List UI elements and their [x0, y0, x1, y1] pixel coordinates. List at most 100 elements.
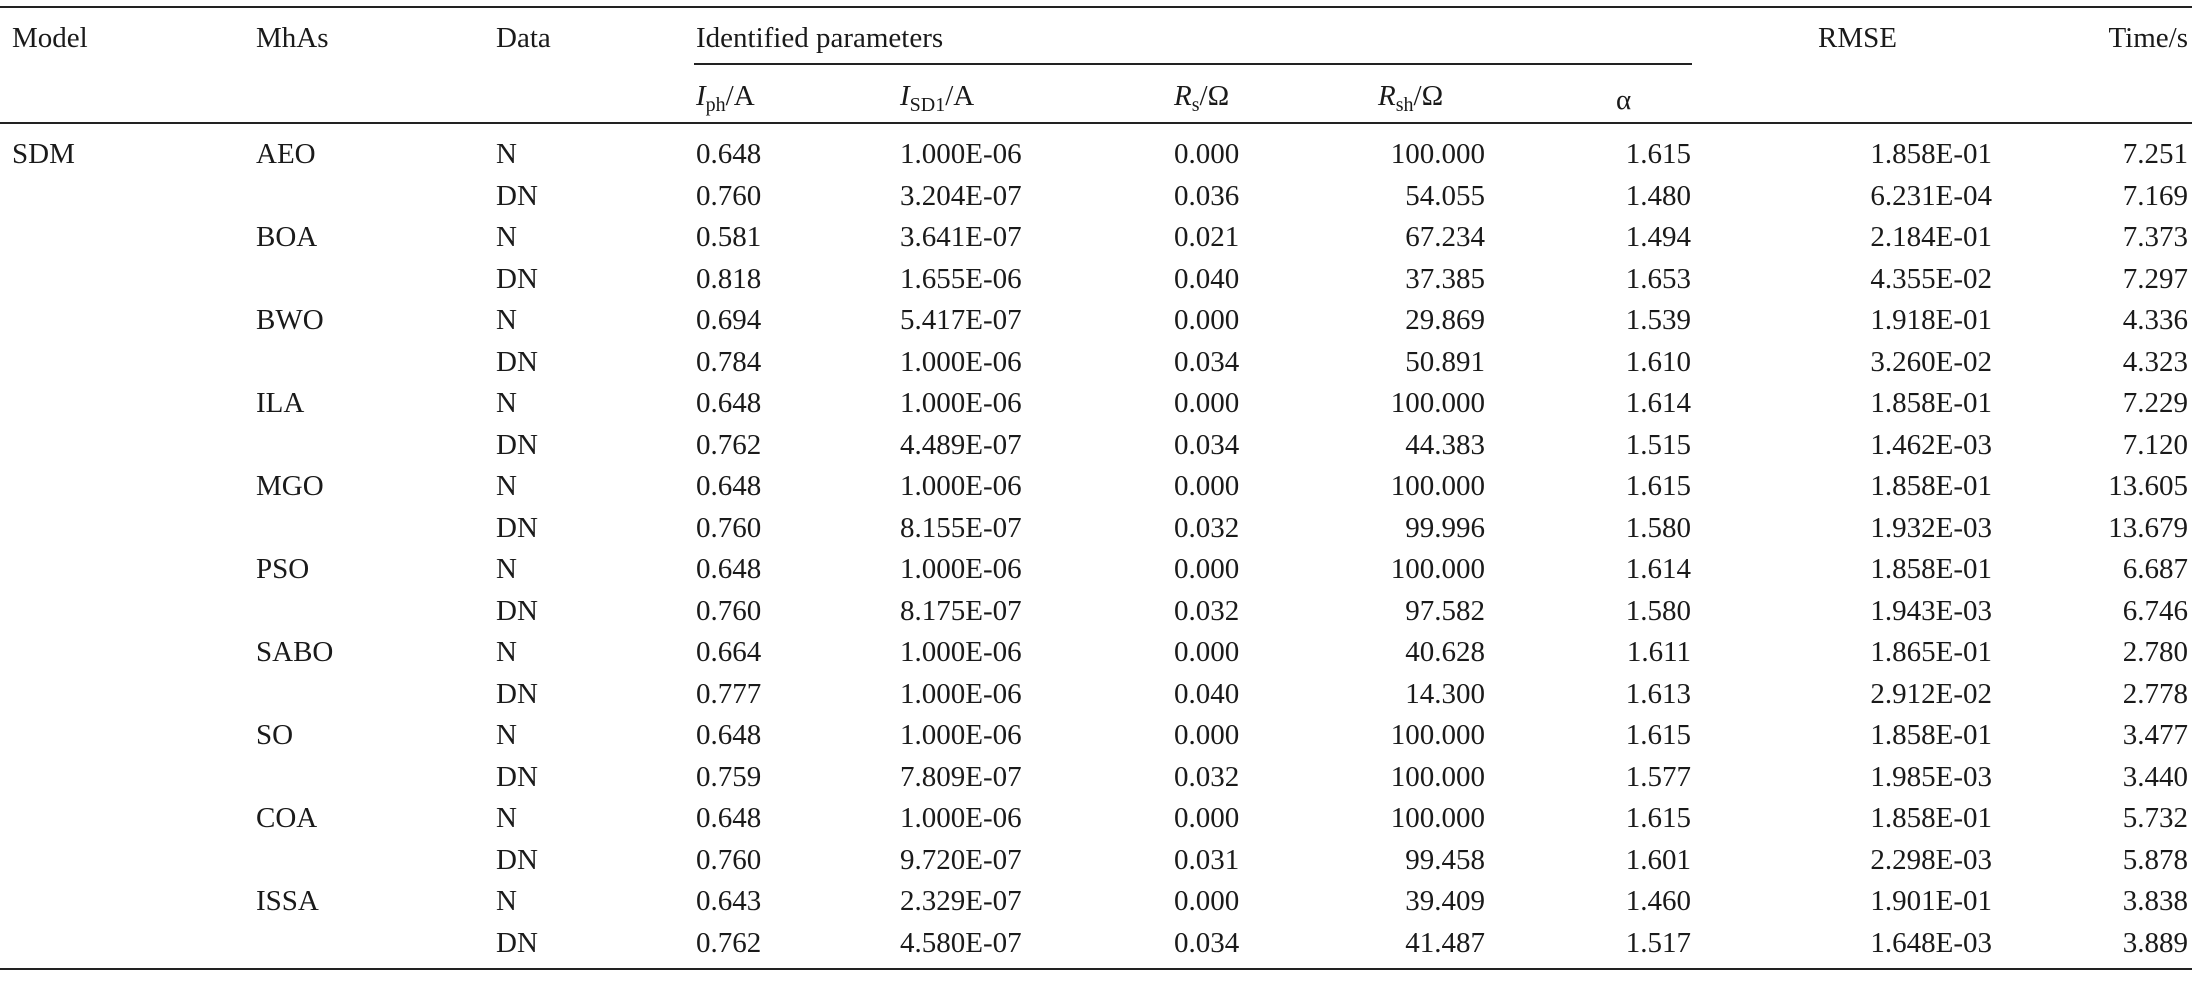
- table-row: DN 0.759 7.809E-07 0.032 100.000 1.577 1.985E-…: [0, 761, 2192, 802]
- cell-isd1: 1.000E-06: [900, 553, 1022, 585]
- cell-mhas: MGO: [256, 470, 324, 502]
- cell-rsh: 14.300: [1405, 677, 1485, 710]
- cell-rmse: 1.858E-01: [1870, 138, 1992, 170]
- cell-data: N: [496, 802, 517, 834]
- cell-isd1: 1.000E-06: [900, 677, 1022, 710]
- cell-alpha: 1.653: [1625, 262, 1691, 295]
- cell-isd1: 1.000E-06: [900, 636, 1022, 668]
- cell-iph: 0.777: [696, 677, 762, 710]
- table-row: DN 0.777 1.000E-06 0.040 14.300 1.613 2.912E-0…: [0, 678, 2192, 719]
- cell-time: 3.889: [2122, 926, 2188, 959]
- table-row: DN 0.762 4.489E-07 0.034 44.383 1.515 1.462E-0…: [0, 429, 2192, 470]
- cell-rs: 0.032: [1174, 594, 1240, 627]
- cell-rmse: 1.462E-03: [1870, 428, 1992, 461]
- cell-rmse: 1.865E-01: [1870, 636, 1992, 668]
- cell-alpha: 1.610: [1625, 345, 1691, 378]
- cell-time: 7.120: [2122, 428, 2188, 461]
- cell-isd1: 1.000E-06: [900, 387, 1022, 419]
- cell-rmse: 1.858E-01: [1870, 470, 1992, 502]
- cell-data: N: [496, 138, 517, 170]
- cell-iph: 0.760: [696, 511, 762, 544]
- header-rsh: Rsh/Ω: [1378, 80, 1444, 116]
- cell-alpha: 1.601: [1625, 843, 1691, 876]
- cell-iph: 0.581: [696, 221, 762, 253]
- cell-data: DN: [496, 345, 538, 378]
- cell-rs: 0.000: [1174, 885, 1240, 917]
- cell-isd1: 1.000E-06: [900, 138, 1022, 170]
- cell-rsh: 37.385: [1405, 262, 1485, 295]
- cell-iph: 0.643: [696, 885, 762, 917]
- cell-iph: 0.818: [696, 262, 762, 295]
- cell-data: N: [496, 719, 517, 751]
- header-model: Model: [12, 22, 88, 54]
- cell-time: 7.251: [2122, 138, 2188, 170]
- cell-mhas: SO: [256, 719, 294, 751]
- cell-time: 3.838: [2122, 885, 2188, 917]
- cell-rsh: 100.000: [1390, 138, 1485, 170]
- cell-alpha: 1.613: [1625, 677, 1691, 710]
- table-row: BOA N 0.581 3.641E-07 0.021 67.234 1.494 2.184E…: [0, 221, 2192, 262]
- cell-time: 7.169: [2122, 179, 2188, 212]
- table-row: ILA N 0.648 1.000E-06 0.000 100.000 1.614 1.858…: [0, 387, 2192, 428]
- cell-rsh: 54.055: [1405, 179, 1485, 212]
- cell-data: N: [496, 885, 517, 917]
- cell-rmse: 2.912E-02: [1870, 677, 1992, 710]
- cell-rsh: 99.458: [1405, 843, 1485, 876]
- cell-iph: 0.762: [696, 926, 762, 959]
- cell-rs: 0.034: [1174, 345, 1240, 378]
- cell-time: 7.297: [2122, 262, 2188, 295]
- cell-rs: 0.032: [1174, 511, 1240, 544]
- cell-alpha: 1.615: [1625, 719, 1691, 751]
- cell-isd1: 3.204E-07: [900, 179, 1022, 212]
- cell-rmse: 1.918E-01: [1870, 304, 1992, 336]
- cell-data: DN: [496, 262, 538, 295]
- cell-data: DN: [496, 760, 538, 793]
- cell-mhas: BOA: [256, 221, 318, 253]
- cell-iph: 0.648: [696, 802, 762, 834]
- cell-data: N: [496, 636, 517, 668]
- cell-rs: 0.000: [1174, 553, 1240, 585]
- cell-data: N: [496, 553, 517, 585]
- table-row: DN 0.784 1.000E-06 0.034 50.891 1.610 3.260E-0…: [0, 346, 2192, 387]
- cell-alpha: 1.615: [1625, 802, 1691, 834]
- cell-time: 13.679: [2108, 511, 2188, 544]
- header-data: Data: [496, 22, 551, 54]
- cell-data: N: [496, 304, 517, 336]
- cell-rmse: 6.231E-04: [1870, 179, 1992, 212]
- cell-rmse: 1.985E-03: [1870, 760, 1992, 793]
- cell-rsh: 50.891: [1405, 345, 1485, 378]
- cell-alpha: 1.615: [1625, 138, 1691, 170]
- cell-isd1: 3.641E-07: [900, 221, 1022, 253]
- cell-data: N: [496, 470, 517, 502]
- cell-isd1: 1.000E-06: [900, 345, 1022, 378]
- cell-rsh: 100.000: [1390, 470, 1485, 502]
- cell-iph: 0.784: [696, 345, 762, 378]
- cell-rs: 0.034: [1174, 428, 1240, 461]
- cell-iph: 0.664: [696, 636, 762, 668]
- cell-rsh: 29.869: [1405, 304, 1485, 336]
- table-bottom-rule: [0, 968, 2192, 970]
- cell-data: DN: [496, 179, 538, 212]
- cell-rs: 0.040: [1174, 677, 1240, 710]
- cell-time: 6.746: [2122, 594, 2188, 627]
- cell-rmse: 1.858E-01: [1870, 387, 1992, 419]
- cell-iph: 0.648: [696, 719, 762, 751]
- cell-isd1: 1.000E-06: [900, 802, 1022, 834]
- cell-time: 7.373: [2122, 221, 2188, 253]
- cell-data: DN: [496, 594, 538, 627]
- cell-alpha: 1.515: [1625, 428, 1691, 461]
- cell-rmse: 1.932E-03: [1870, 511, 1992, 544]
- cell-mhas: BWO: [256, 304, 324, 336]
- table-row: DN 0.760 8.175E-07 0.032 97.582 1.580 1.943E-0…: [0, 595, 2192, 636]
- cell-alpha: 1.614: [1625, 387, 1691, 419]
- header-iph: Iph/A: [696, 80, 755, 116]
- cell-iph: 0.760: [696, 594, 762, 627]
- cell-rs: 0.000: [1174, 636, 1240, 668]
- cell-iph: 0.648: [696, 387, 762, 419]
- header-rmse: RMSE: [1818, 22, 1897, 54]
- cell-rmse: 1.858E-01: [1870, 553, 1992, 585]
- cell-alpha: 1.539: [1625, 304, 1691, 336]
- cell-alpha: 1.614: [1625, 553, 1691, 585]
- cell-time: 3.477: [2122, 719, 2188, 751]
- cell-time: 7.229: [2122, 387, 2188, 419]
